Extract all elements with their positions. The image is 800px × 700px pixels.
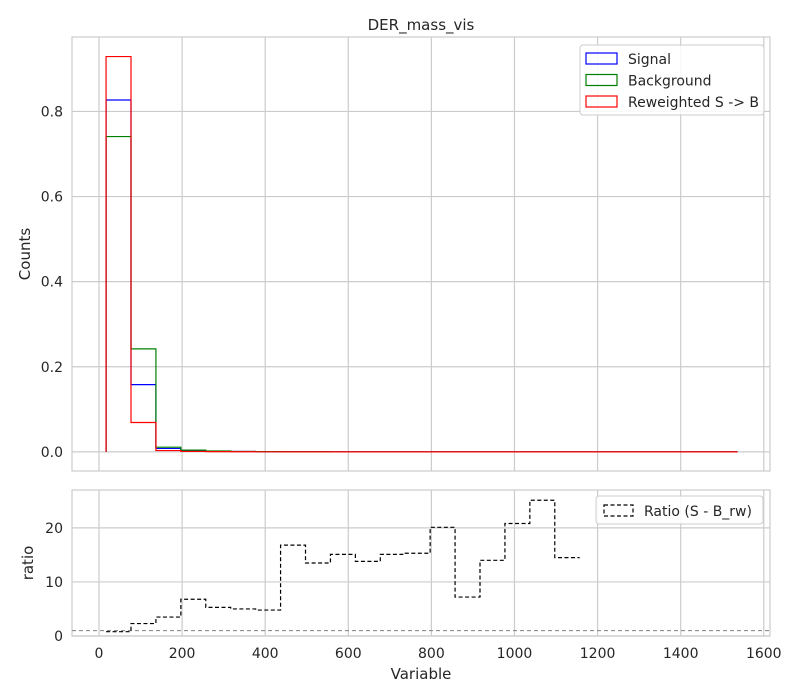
x-axis-label: Variable bbox=[391, 665, 452, 683]
series-line-reweighted-s-b bbox=[105, 55, 738, 453]
legend-swatch bbox=[585, 95, 618, 108]
y-tick-label: 0 bbox=[54, 629, 63, 645]
histogram-legend: Signal Background Reweighted S -> B bbox=[579, 44, 765, 116]
x-tick-label: 1200 bbox=[580, 646, 616, 662]
legend-box bbox=[579, 44, 765, 116]
y-tick-label: 0.6 bbox=[41, 190, 63, 206]
x-tick-label: 1400 bbox=[663, 646, 699, 662]
x-tick-label: 400 bbox=[252, 646, 279, 662]
x-tick-label: 800 bbox=[418, 646, 445, 662]
x-tick-label: 0 bbox=[95, 646, 104, 662]
ratio-frame bbox=[71, 489, 771, 637]
y-tick-label: 0.4 bbox=[41, 275, 63, 291]
ratio-legend: Ratio (S - B_rw) bbox=[595, 495, 764, 525]
legend-label: Ratio (S - B_rw) bbox=[644, 504, 752, 520]
y-tick-label: 10 bbox=[45, 575, 63, 591]
histogram-y-tick-labels: 0.0 0.2 0.4 0.6 0.8 bbox=[41, 104, 63, 460]
ratio-series bbox=[72, 499, 770, 633]
legend-box bbox=[595, 495, 764, 525]
y-tick-label: 20 bbox=[45, 521, 63, 537]
legend-swatch bbox=[585, 73, 618, 87]
histogram-series bbox=[105, 55, 738, 453]
chart-title: DER_mass_vis bbox=[368, 16, 475, 35]
x-tick-labels: 0 200 400 600 800 1000 1200 1400 1600 bbox=[95, 646, 782, 662]
ratio-panel: 0 10 20 0 200 400 600 800 1000 1200 1400 1600 rati… bbox=[19, 489, 782, 683]
y-tick-label: 0.0 bbox=[41, 445, 63, 461]
y-axis-label: Counts bbox=[16, 228, 34, 281]
x-tick-label: 1600 bbox=[746, 646, 782, 662]
histogram-panel: 0.0 0.2 0.4 0.6 0.8 DER_mass_vis Counts Sign… bbox=[16, 16, 771, 472]
ratio-y-axis-label: ratio bbox=[19, 546, 37, 581]
ratio-y-tick-labels: 0 10 20 bbox=[45, 521, 63, 645]
legend-label: Background bbox=[628, 74, 712, 90]
y-tick-label: 0.8 bbox=[41, 104, 63, 120]
x-tick-label: 600 bbox=[335, 646, 362, 662]
legend-label: Signal bbox=[628, 52, 671, 68]
legend-label: Reweighted S -> B bbox=[628, 95, 759, 111]
x-tick-label: 200 bbox=[169, 646, 196, 662]
legend-swatch bbox=[603, 504, 634, 517]
legend-swatch bbox=[585, 52, 618, 65]
x-tick-label: 1000 bbox=[497, 646, 533, 662]
y-tick-label: 0.2 bbox=[41, 360, 63, 376]
series-line-ratio bbox=[106, 499, 580, 633]
histogram-frame bbox=[71, 36, 771, 472]
